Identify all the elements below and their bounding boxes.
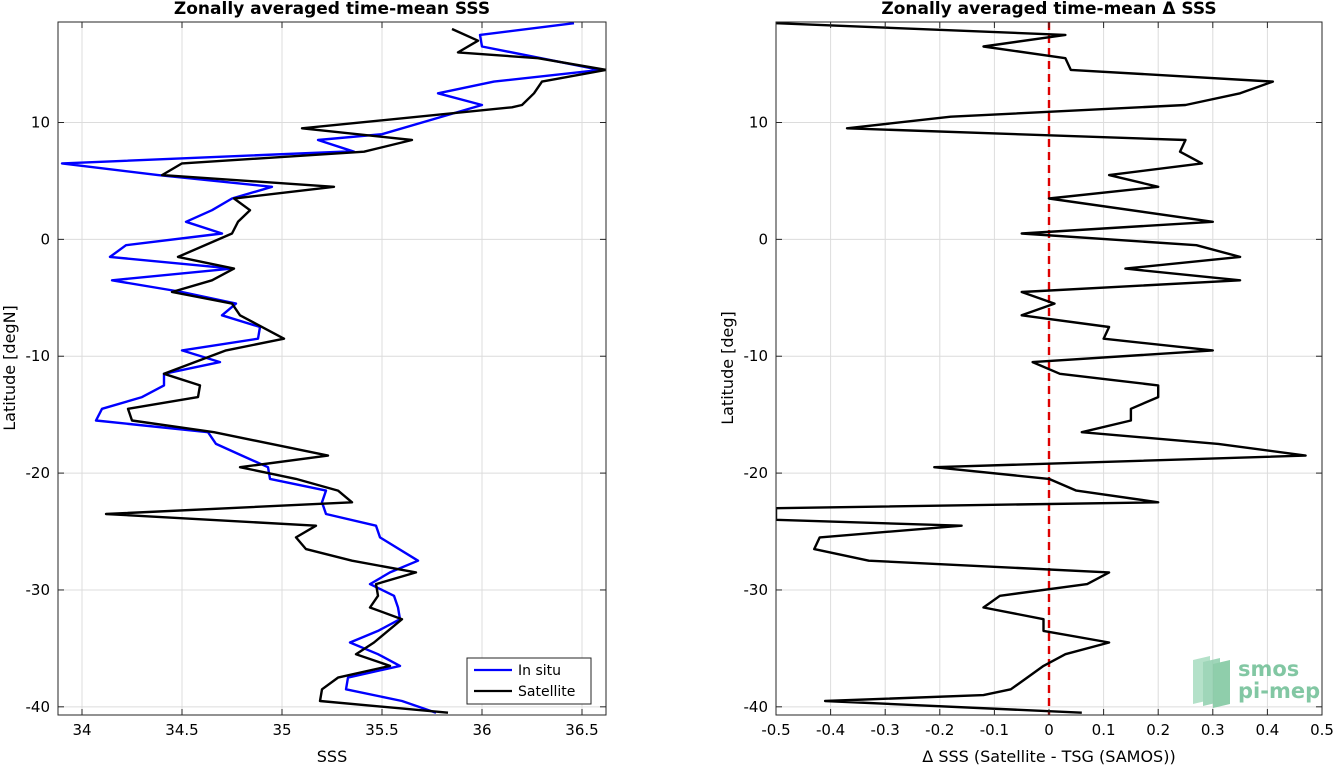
sss-y-tick-label: -30 [26, 581, 51, 599]
delta-sss-y-tick-label: -30 [744, 581, 769, 599]
sss-chart-title: Zonally averaged time-mean SSS [174, 0, 490, 19]
sss-y-axis-label: Latitude [degN] [0, 305, 19, 431]
delta-sss-delta-line [776, 22, 1307, 714]
sss-x-axis-label: SSS [317, 747, 347, 765]
delta-sss-x-tick-label: -0.3 [871, 721, 900, 739]
sss-ticks: 34 34.5 35 35.5 36 36.5 10 0 -10 -20 -30 -40 [26, 22, 606, 739]
delta-sss-y-tick-label: -10 [744, 347, 769, 365]
sss-y-tick-label: 10 [31, 114, 50, 132]
logo-layer-3 [1213, 660, 1230, 708]
sss-x-tick-label: 34.5 [165, 721, 198, 739]
delta-sss-x-tick-label: -0.4 [816, 721, 845, 739]
sss-x-tick-label: 34 [72, 721, 91, 739]
delta-sss-chart-title: Zonally averaged time-mean Δ SSS [881, 0, 1216, 19]
delta-sss-x-tick-label: 0.4 [1255, 721, 1279, 739]
legend-in-situ-label: In situ [518, 663, 561, 679]
sss-grid [58, 22, 606, 715]
sss-panel: 34 34.5 35 35.5 36 36.5 10 0 -10 -20 -30 -40 Zonall… [0, 0, 607, 765]
delta-sss-y-tick-label: 0 [758, 230, 768, 248]
sss-x-tick-label: 35 [272, 721, 291, 739]
sss-x-tick-label: 36.5 [565, 721, 598, 739]
delta-sss-ticks: -0.5 -0.4 -0.3 -0.2 -0.1 0 0.1 0.2 0.3 0.4 0.5 10 0 -… [744, 22, 1333, 739]
smos-pimep-logo: smos pi-mep [1193, 656, 1320, 708]
sss-y-tick-label: -10 [26, 347, 51, 365]
sss-x-tick-label: 36 [472, 721, 491, 739]
delta-sss-x-tick-label: 0.5 [1310, 721, 1333, 739]
sss-x-tick-label: 35.5 [365, 721, 398, 739]
delta-sss-y-tick-label: 10 [749, 114, 768, 132]
legend: In situ Satellite [466, 657, 592, 705]
logo-text-smos: smos [1238, 657, 1299, 681]
delta-sss-x-tick-label: -0.1 [980, 721, 1009, 739]
delta-sss-x-tick-label: 0.2 [1146, 721, 1170, 739]
sss-y-tick-label: 0 [40, 230, 50, 248]
sss-y-tick-label: -20 [26, 464, 51, 482]
logo-text-pimep: pi-mep [1238, 679, 1320, 703]
sss-y-tick-label: -40 [26, 698, 51, 716]
sss-axes-frame [57, 21, 607, 716]
sss-plot-area [58, 22, 606, 715]
delta-sss-series [776, 22, 1307, 714]
delta-sss-x-axis-label: Δ SSS (Satellite - TSG (SAMOS)) [922, 747, 1175, 765]
legend-box [466, 657, 592, 705]
delta-sss-x-tick-label: 0.1 [1092, 721, 1116, 739]
delta-sss-x-tick-label: -0.2 [925, 721, 954, 739]
delta-sss-panel: -0.5 -0.4 -0.3 -0.2 -0.1 0 0.1 0.2 0.3 0.4 0.5 10 0 -… [718, 0, 1333, 765]
sss-satellite-line [104, 27, 606, 714]
legend-satellite-label: Satellite [518, 684, 575, 700]
delta-sss-y-tick-label: -40 [744, 698, 769, 716]
delta-sss-y-tick-label: -20 [744, 464, 769, 482]
sss-series [60, 22, 606, 714]
delta-sss-x-tick-label: -0.5 [761, 721, 790, 739]
delta-sss-x-tick-label: 0 [1044, 721, 1054, 739]
delta-sss-x-tick-label: 0.3 [1201, 721, 1225, 739]
delta-sss-y-axis-label: Latitude [deg] [718, 311, 737, 425]
